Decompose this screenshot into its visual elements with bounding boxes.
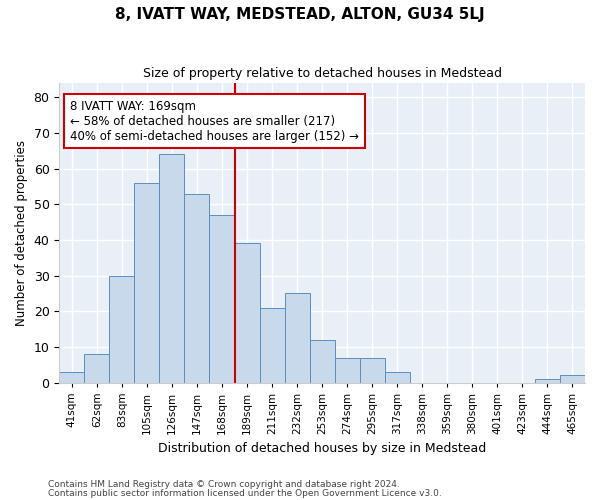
Bar bbox=[85, 354, 109, 382]
Bar bbox=[109, 276, 134, 382]
Bar bbox=[260, 308, 284, 382]
Bar bbox=[335, 358, 359, 382]
Title: Size of property relative to detached houses in Medstead: Size of property relative to detached ho… bbox=[143, 68, 502, 80]
Bar bbox=[560, 376, 585, 382]
X-axis label: Distribution of detached houses by size in Medstead: Distribution of detached houses by size … bbox=[158, 442, 486, 455]
Text: Contains HM Land Registry data © Crown copyright and database right 2024.: Contains HM Land Registry data © Crown c… bbox=[48, 480, 400, 489]
Text: 8, IVATT WAY, MEDSTEAD, ALTON, GU34 5LJ: 8, IVATT WAY, MEDSTEAD, ALTON, GU34 5LJ bbox=[115, 8, 485, 22]
Bar bbox=[310, 340, 335, 382]
Bar bbox=[535, 379, 560, 382]
Bar bbox=[59, 372, 85, 382]
Bar bbox=[209, 215, 235, 382]
Bar bbox=[284, 294, 310, 382]
Text: 8 IVATT WAY: 169sqm
← 58% of detached houses are smaller (217)
40% of semi-detac: 8 IVATT WAY: 169sqm ← 58% of detached ho… bbox=[70, 100, 359, 142]
Y-axis label: Number of detached properties: Number of detached properties bbox=[15, 140, 28, 326]
Bar bbox=[160, 154, 184, 382]
Bar bbox=[385, 372, 410, 382]
Bar bbox=[359, 358, 385, 382]
Bar bbox=[235, 244, 260, 382]
Bar bbox=[134, 183, 160, 382]
Text: Contains public sector information licensed under the Open Government Licence v3: Contains public sector information licen… bbox=[48, 489, 442, 498]
Bar bbox=[184, 194, 209, 382]
